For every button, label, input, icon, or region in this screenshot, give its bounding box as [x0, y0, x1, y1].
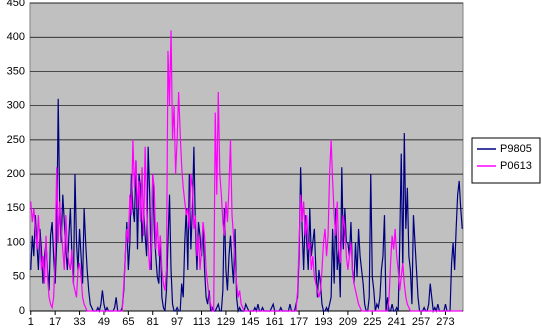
y-tick-label: 350 — [7, 65, 25, 77]
x-tick-label: 129 — [217, 316, 235, 328]
y-tick-label: 200 — [7, 168, 25, 180]
x-tick-label: 17 — [49, 316, 61, 328]
x-tick-label: 193 — [314, 316, 332, 328]
x-tick-label: 161 — [266, 316, 284, 328]
x-tick-label: 49 — [98, 316, 110, 328]
x-tick-label: 97 — [171, 316, 183, 328]
legend — [471, 137, 541, 184]
y-tick-label: 400 — [7, 31, 25, 43]
y-tick-label: 50 — [13, 271, 25, 283]
x-tick-label: 257 — [412, 316, 430, 328]
x-tick-label: 145 — [241, 316, 259, 328]
x-tick-label: 273 — [436, 316, 454, 328]
x-tick-label: 209 — [339, 316, 357, 328]
y-tick-label: 250 — [7, 134, 25, 146]
y-tick-label: 150 — [7, 202, 25, 214]
legend-label: P9805 — [500, 143, 532, 155]
series-line — [30, 30, 463, 312]
x-tick-label: 241 — [387, 316, 405, 328]
x-tick-label: 81 — [147, 316, 159, 328]
x-tick-label: 177 — [290, 316, 308, 328]
x-tick-label: 113 — [193, 316, 211, 328]
legend-label: P0613 — [500, 160, 532, 172]
y-tick-label: 0 — [19, 305, 25, 317]
y-tick-label: 100 — [7, 236, 25, 248]
x-tick-label: 65 — [122, 316, 134, 328]
x-tick-label: 225 — [363, 316, 381, 328]
y-tick-label: 300 — [7, 100, 25, 112]
x-tick-label: 1 — [28, 316, 34, 328]
y-tick-label: 450 — [7, 0, 25, 9]
series-line — [30, 98, 463, 314]
x-tick-label: 33 — [73, 316, 85, 328]
